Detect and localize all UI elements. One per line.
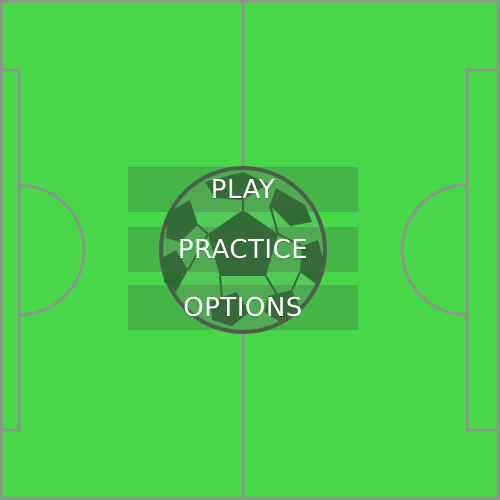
right-penalty-arc xyxy=(400,183,468,317)
left-penalty-arc xyxy=(18,183,86,317)
play-button[interactable]: PLAY xyxy=(128,167,358,212)
play-button-label: PLAY xyxy=(210,174,276,205)
options-button-label: OPTIONS xyxy=(183,292,303,323)
left-penalty-box xyxy=(0,68,21,432)
practice-button[interactable]: PRACTICE xyxy=(128,227,358,272)
right-penalty-box xyxy=(465,68,500,432)
options-button[interactable]: OPTIONS xyxy=(128,285,358,330)
practice-button-label: PRACTICE xyxy=(177,234,309,265)
soccer-ball-icon xyxy=(159,166,327,334)
